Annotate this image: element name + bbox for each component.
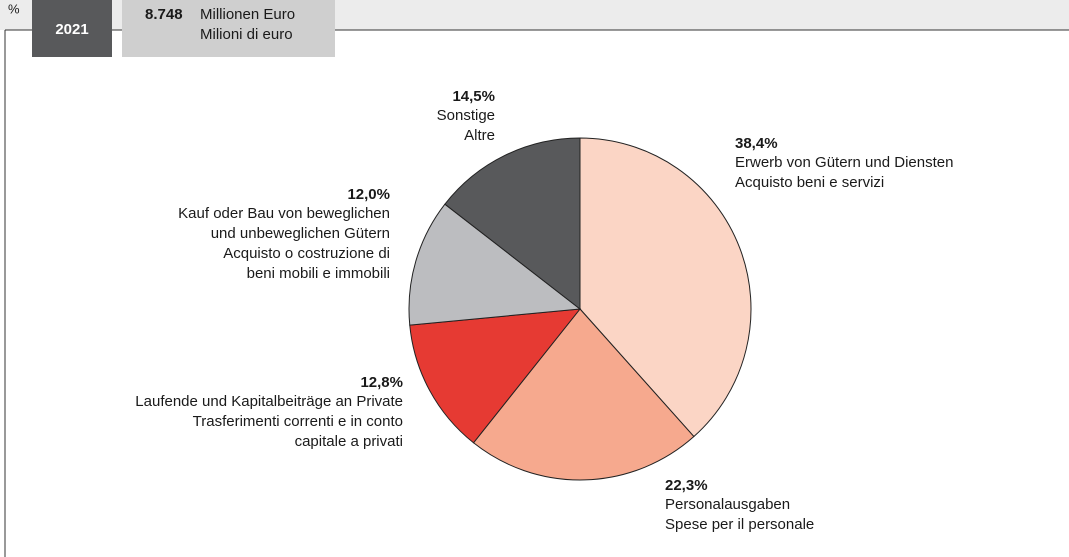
slice-label: Altre — [464, 127, 495, 144]
unit-symbol: % — [8, 1, 20, 16]
unit-line: Millionen Euro — [200, 6, 295, 23]
year: 2021 — [55, 21, 88, 38]
unit-line: Milioni di euro — [200, 26, 293, 43]
slice-value-label: 22,3% — [665, 477, 708, 494]
pie-slice — [408, 203, 582, 326]
slice-label: Acquisto o costruzione di — [223, 245, 390, 262]
slice-value-label: 38,4% — [735, 135, 778, 152]
slice-label: Laufende und Kapitalbeiträge an Private — [135, 393, 403, 410]
slice-label: capitale a privati — [295, 433, 403, 450]
slice-label: Erwerb von Gütern und Diensten — [735, 154, 953, 171]
total: 8.748 — [145, 6, 183, 23]
year-box — [32, 0, 112, 57]
slice-label: Sonstige — [437, 107, 495, 124]
slice-label: Acquisto beni e servizi — [735, 174, 884, 191]
pie-slice — [472, 308, 695, 481]
slice-label: Kauf oder Bau von beweglichen — [178, 205, 390, 222]
slice-value-label: 12,0% — [347, 186, 390, 203]
pie-slice — [409, 308, 582, 444]
pie-slice — [579, 137, 752, 438]
slice-label: Spese per il personale — [665, 516, 814, 533]
pie-slice — [444, 137, 581, 311]
slice-label: Trasferimenti correnti e in conto — [193, 413, 403, 430]
total-box — [122, 0, 335, 57]
slice-label: Personalausgaben — [665, 496, 790, 513]
slice-value-label: 14,5% — [452, 88, 495, 105]
slice-value-label: 12,8% — [360, 374, 403, 391]
slice-label: und unbeweglichen Gütern — [211, 225, 390, 242]
slice-label: beni mobili e immobili — [247, 265, 390, 282]
